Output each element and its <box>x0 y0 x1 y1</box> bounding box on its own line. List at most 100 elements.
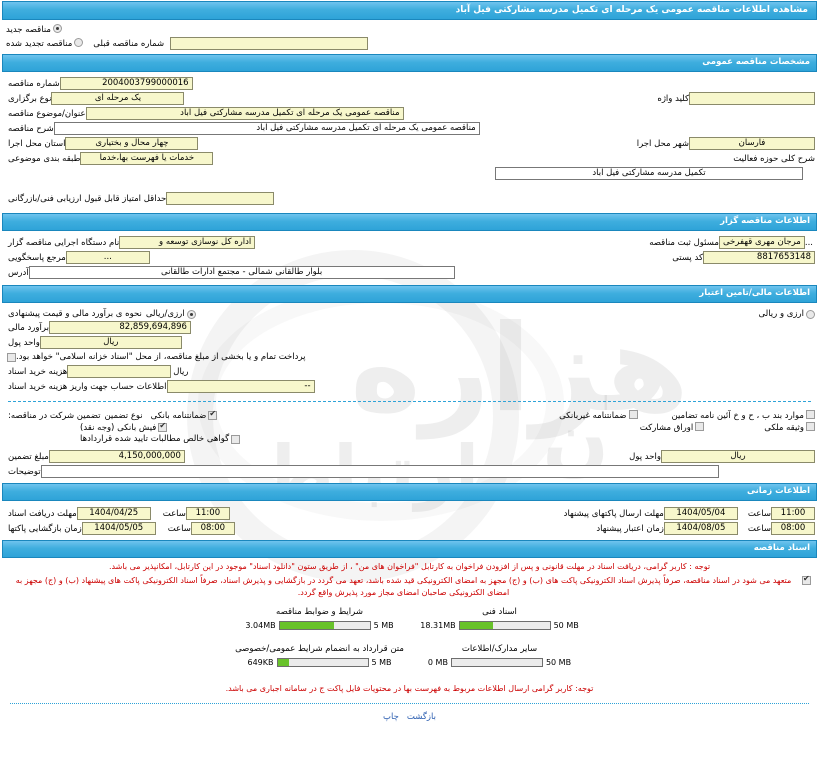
radio-renewed-tender[interactable] <box>74 38 84 47</box>
upload-max-0: 5 MB <box>373 621 394 630</box>
account-info-label: اطلاعات حساب جهت واریز هزینه خرید اسناد <box>8 381 167 392</box>
envelope-open-date-value: 1404/05/05 <box>81 522 156 535</box>
guarantee-option-2-label: موارد بند ب ، ح و خ آئین نامه تضامین <box>671 411 804 421</box>
upload-bar-0 <box>278 621 371 630</box>
section-header-general: مشخصات مناقصه عمومی <box>2 54 817 72</box>
remarks-label: توضیحات <box>8 466 41 477</box>
address-label: آدرس <box>8 267 29 278</box>
checkbox-non-bank-guarantee[interactable] <box>628 410 638 419</box>
postal-code-value: 8817653148 <box>703 251 815 264</box>
envelope-send-label: مهلت ارسال پاکتهای پیشنهاد <box>563 508 664 519</box>
city-label: شهر محل اجرا <box>636 138 689 149</box>
objection-date-value: 1404/08/05 <box>663 522 738 535</box>
objection-time-label: ساعت <box>747 523 771 534</box>
agency-label: نام دستگاه اجرایی مناقصه گزار <box>8 237 120 248</box>
treasury-note-label: پرداخت تمام و یا بخشی از مبلغ مناقصه، از… <box>16 352 306 362</box>
upload-max-1: 50 MB <box>553 621 579 630</box>
upload-max-2: 5 MB <box>371 658 392 667</box>
objection-label: زمان اعتبار پیشنهاد <box>596 523 664 534</box>
registrar-value: مرجان مهری قهفرخی <box>718 236 805 249</box>
province-value: چهار محال و بختیاری <box>65 137 199 150</box>
objection-time-value: 08:00 <box>771 522 815 535</box>
radio-currency-and-rial-label: ارزی و ریالی <box>758 309 804 319</box>
upload-progress-3: 0 MB 50 MB <box>428 658 571 667</box>
registrar-more-icon[interactable]: ... <box>804 237 813 248</box>
tender-number-label: شماره مناقصه <box>8 78 60 89</box>
radio-rial[interactable] <box>186 309 196 319</box>
estimate-value: 82,859,694,896 <box>48 321 191 334</box>
upload-bar-2 <box>276 658 369 667</box>
checkbox-guarantee-clause-b-h-kh[interactable] <box>806 410 815 419</box>
checkbox-treasury-note[interactable] <box>7 352 16 362</box>
doc-receive-time-value: 11:00 <box>185 507 230 520</box>
previous-tender-number-label: شماره مناقصه قبلی <box>93 38 165 49</box>
envelope-open-time-value: 08:00 <box>190 522 235 535</box>
upload-progress-2: 649KB 5 MB <box>247 658 392 667</box>
guarantee-option-5-label: وثیقه ملکی <box>764 423 804 433</box>
upload-used-2: 649KB <box>247 658 274 667</box>
previous-tender-number-input[interactable]: -- <box>170 37 369 50</box>
activity-scope-label: شرح کلی حوزه فعالیت <box>733 153 815 164</box>
radio-new-tender-label: مناقصه جدید <box>6 25 51 35</box>
upload-progress-0: 3.04MB 5 MB <box>245 621 394 630</box>
checkbox-bank-guarantee[interactable] <box>208 409 218 420</box>
envelope-open-time-label: ساعت <box>167 523 191 534</box>
upload-label-3: سایر مدارک/اطلاعات <box>461 644 538 654</box>
checkbox-electronic-signature-commitment[interactable] <box>802 574 811 585</box>
documents-notice-first: توجه : کاربر گرامی، دریافت اسناد در مهلت… <box>108 562 711 571</box>
estimate-label: برآورد مالی <box>8 322 49 333</box>
upload-label-0: شرایط و ضوابط مناقصه <box>276 607 363 617</box>
guarantee-option-0-label: ضمانتنامه بانکی <box>150 410 207 421</box>
guarantee-option-6-label: گواهی خالص مطالبات تایید شده قراردادها <box>80 434 230 444</box>
holding-type-label: نوع برگزاری <box>8 93 52 104</box>
doc-receive-time-label: ساعت <box>162 508 186 519</box>
authority-value[interactable]: ... <box>65 251 150 264</box>
section-header-schedule: اطلاعات زمانی <box>2 483 817 501</box>
guarantee-amount-label: مبلغ تضمین <box>8 451 49 462</box>
guarantee-type-label: نوع تضمین <box>104 410 143 421</box>
envelope-open-label: زمان بازگشایی پاکتها <box>8 523 82 534</box>
checkbox-property-collateral[interactable] <box>806 422 815 431</box>
documents-final-notice: توجه: کاربر گرامی ارسال اطلاعات مربوط به… <box>225 684 594 693</box>
documents-notice-second: متعهد می شود در اسناد مناقصه، صرفاً پذیر… <box>15 576 792 597</box>
upload-label-1: اسناد فنی <box>482 607 517 617</box>
upload-used-3: 0 MB <box>427 658 448 667</box>
doc-cost-input[interactable] <box>67 365 172 378</box>
currency-unit-label: واحد پول <box>8 337 40 348</box>
keyword-input[interactable] <box>689 92 815 105</box>
registrar-label: مسئول ثبت مناقصه <box>649 237 719 248</box>
checkbox-bank-receipt-cash[interactable] <box>158 421 168 432</box>
guarantee-unit-label: واحد پول <box>629 451 661 462</box>
page-title: مشاهده اطلاعات مناقصه عمومی یک مرحله ای … <box>2 1 817 20</box>
back-button[interactable]: بازگشت <box>406 712 436 722</box>
agency-value: اداره کل نوسازی توسعه و <box>119 236 256 249</box>
province-label: استان محل اجرا <box>8 138 66 149</box>
category-label: طبقه بندی موضوعی <box>8 153 81 164</box>
tender-subject-label: عنوان/موضوع مناقصه <box>8 108 86 119</box>
print-button[interactable]: چاپ <box>383 712 399 722</box>
guarantee-option-1-label: ضمانتنامه غیربانکی <box>559 411 627 421</box>
radio-rial-label: ارزی/ریالی <box>145 309 185 319</box>
radio-currency-and-rial[interactable] <box>806 309 815 319</box>
tender-number-value: 2004003799000016 <box>59 77 193 90</box>
account-info-input[interactable]: -- <box>166 380 315 393</box>
address-value: بلوار طالقانی شمالی - مجتمع ادارات طالقا… <box>28 266 455 279</box>
city-value: فارسان <box>689 137 815 150</box>
upload-progress-1: 18.31MB 50 MB <box>420 621 579 630</box>
upload-max-3: 50 MB <box>545 658 572 667</box>
min-score-input[interactable] <box>166 192 275 205</box>
upload-label-2: متن قرارداد به انضمام شرایط عمومی/خصوصی <box>235 644 404 654</box>
doc-cost-unit-label: ریال <box>173 366 189 377</box>
authority-label: مرجع پاسخگویی <box>8 252 66 263</box>
checkbox-net-claims-certificate[interactable] <box>231 434 241 444</box>
participation-guarantee-label: تضمین شرکت در مناقصه: <box>8 410 101 421</box>
guarantee-unit-value: ریال <box>661 450 815 463</box>
envelope-send-time-value: 11:00 <box>771 507 815 520</box>
radio-renewed-tender-label: مناقصه تجدید شده <box>6 39 73 49</box>
checkbox-participation-bonds[interactable] <box>695 422 705 431</box>
estimate-mode-label: نحوه ی برآورد مالی و قیمت پیشنهادی <box>8 309 142 319</box>
upload-bar-1 <box>458 621 551 630</box>
remarks-input[interactable] <box>40 465 719 478</box>
radio-new-tender[interactable] <box>52 24 62 33</box>
